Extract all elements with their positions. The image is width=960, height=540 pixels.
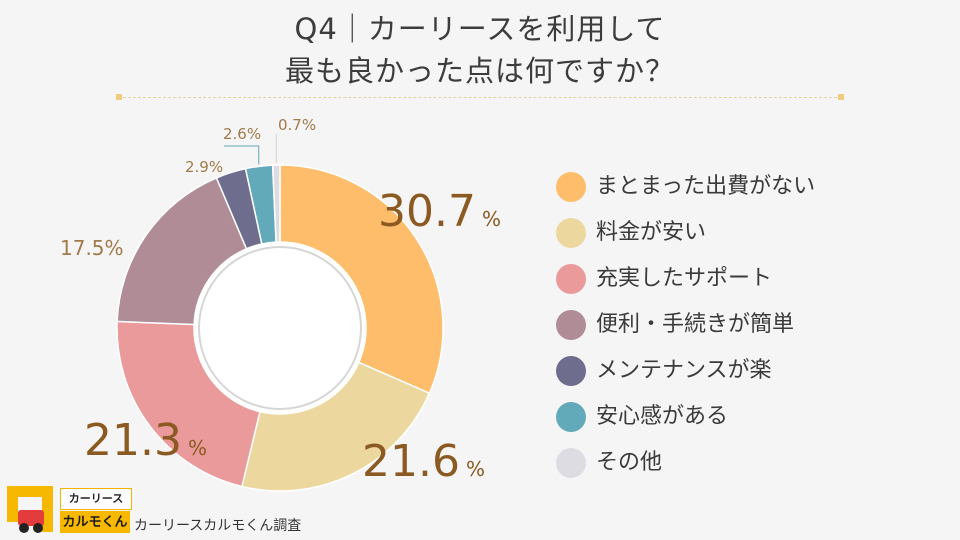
legend-swatch [556,264,586,294]
data-label-unit: % [482,207,501,231]
legend-label: 料金が安い [596,220,707,245]
divider-dot-right [838,94,844,100]
data-label-21-6: 21.6% [362,436,485,487]
divider-dot-left [116,94,122,100]
data-label-2-9-: 2.9% [185,158,223,176]
legend-swatch [556,310,586,340]
data-label-30-7: 30.7% [378,186,501,237]
chart-title: Q4｜カーリースを利用して 最も良かった点は何ですか？ [0,8,960,92]
logo-text-carmo-kun: カルモくん [60,511,130,533]
title-line-2: 最も良かった点は何ですか？ [284,54,675,88]
legend-label: 充実したサポート [596,266,773,291]
legend-swatch [556,356,586,386]
legend-swatch [556,448,586,478]
legend-label: 安心感がある [596,404,729,429]
data-label-17-5-: 17.5% [60,236,124,260]
source-note: カーリースカルモくん調査 [134,518,302,534]
donut-inner-ring [198,246,362,410]
car-logo-icon [7,486,53,533]
data-label-unit: % [466,457,485,481]
leader-line-2-6 [224,145,260,165]
title-divider [118,97,842,98]
legend-label: その他 [596,450,663,475]
legend-label: 便利・手続きが簡単 [596,312,795,337]
legend-label: メンテナンスが楽 [596,358,772,383]
legend-swatch [556,172,586,202]
data-label-0-7-: 0.7% [278,116,316,134]
legend-swatch [556,402,586,432]
logo-text-car-lease: カーリース [60,488,132,510]
data-label-2-6-: 2.6% [223,125,261,143]
data-label-unit: % [188,436,207,460]
donut-hole [194,242,366,414]
title-line-1: Q4｜カーリースを利用して [294,12,666,46]
legend-swatch [556,218,586,248]
legend-label: まとまった出費がない [596,174,816,199]
carmo-logo: カーリース カルモくん [4,484,132,536]
